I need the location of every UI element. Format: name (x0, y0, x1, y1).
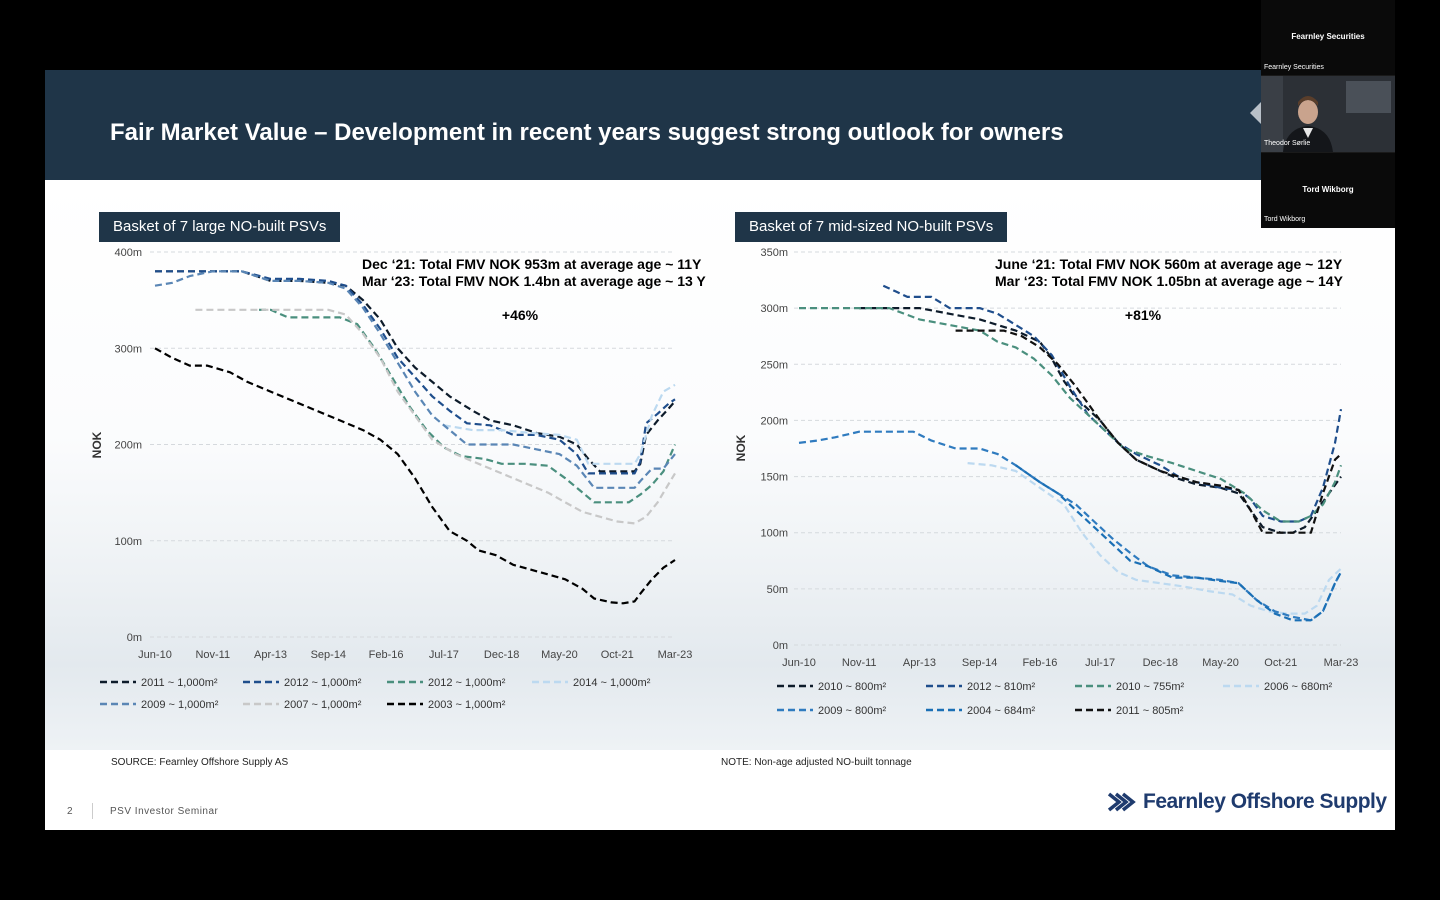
chart-annotation: Dec ‘21: Total FMV NOK 953m at average a… (362, 256, 702, 272)
series-line (859, 307, 1342, 534)
y-axis-title: NOK (734, 434, 748, 461)
participant-name-label: Theodor Sørlie (1264, 140, 1311, 147)
series-line (443, 383, 676, 465)
participant-name-label: Fearnley Securities (1264, 64, 1324, 71)
chart-annotation: June ‘21: Total FMV NOK 560m at average … (995, 256, 1343, 272)
x-tick-label: May-20 (1202, 657, 1239, 669)
x-tick-label: Jun-10 (782, 657, 816, 669)
series-line (195, 308, 676, 525)
x-tick-label: Feb-16 (369, 649, 404, 661)
chart-annotation: +46% (502, 307, 539, 323)
series-line (799, 307, 1343, 523)
y-tick-label: 100m (114, 536, 142, 548)
participant-tile[interactable]: Tord Wikborg Tord Wikborg (1261, 153, 1395, 228)
series-line (154, 347, 676, 605)
x-tick-label: Mar-23 (1324, 657, 1359, 669)
y-tick-label: 200m (114, 440, 142, 452)
brand-logo: Fearnley Offshore Supply (1107, 790, 1387, 814)
series-line (155, 270, 676, 475)
legend-label: 2009 ~ 800m² (818, 705, 887, 717)
series-line (1015, 464, 1342, 622)
panel-title-large: Basket of 7 large NO-built PSVs (99, 212, 341, 242)
legend-label: 2012 ~ 1,000m² (428, 677, 506, 689)
x-tick-label: Apr-13 (254, 649, 287, 661)
y-tick-label: 150m (760, 472, 788, 484)
series-line (154, 270, 676, 489)
legend-label: 2004 ~ 684m² (967, 705, 1036, 717)
footer-source: SOURCE: Fearnley Offshore Supply AS (111, 757, 289, 768)
y-tick-label: 200m (760, 415, 788, 427)
y-axis-title: NOK (90, 431, 104, 458)
camera-feed-image (1261, 76, 1395, 152)
y-tick-label: 300m (114, 343, 142, 355)
series-line (967, 462, 1342, 615)
slide-title: Fair Market Value – Development in recen… (110, 119, 1064, 146)
footer-divider (92, 803, 93, 819)
slide-header: Fair Market Value – Development in recen… (45, 70, 1395, 180)
y-tick-label: 0m (773, 640, 788, 652)
legend-label: 2006 ~ 680m² (1264, 681, 1333, 693)
participant-tile[interactable]: Fearnley Securities Fearnley Securities (1261, 0, 1395, 75)
chart-mid-psvs: 0m 50m 100m 150m 200m 250m 300m 350m Jun-10 Nov-1… (734, 247, 1359, 717)
legend-label: 2012 ~ 810m² (967, 681, 1036, 693)
participant-name-center: Tord Wikborg (1302, 185, 1354, 194)
participant-name-center: Fearnley Securities (1291, 32, 1365, 41)
chart-annotation: Mar ‘23: Total FMV NOK 1.05bn at average… (995, 273, 1344, 289)
x-tick-label: Mar-23 (658, 649, 693, 661)
x-tick-label: May-20 (541, 649, 578, 661)
y-tick-label: 250m (760, 359, 788, 371)
page-number: 2 (67, 806, 73, 817)
legend-label: 2007 ~ 1,000m² (284, 699, 362, 711)
slide-background (45, 180, 1395, 750)
collapse-panel-icon[interactable] (1250, 102, 1261, 124)
series-line (955, 329, 1342, 534)
y-tick-label: 400m (114, 247, 142, 259)
y-tick-label: 50m (767, 584, 788, 596)
brand-mark-icon (1107, 792, 1136, 812)
participant-video[interactable]: Theodor Sørlie (1261, 76, 1395, 152)
series-line (259, 308, 677, 504)
chart-annotation: Mar ‘23: Total FMV NOK 1.4bn at average … (362, 273, 706, 289)
series-line (882, 284, 1343, 523)
x-tick-label: Jun-10 (138, 649, 172, 661)
slide: Fair Market Value – Development in recen… (45, 70, 1395, 830)
x-tick-label: Sep-14 (311, 649, 346, 661)
x-tick-label: Oct-21 (601, 649, 634, 661)
video-participants-panel: Fearnley Securities Fearnley Securities … (1261, 0, 1395, 228)
x-tick-label: Feb-16 (1022, 657, 1057, 669)
legend-label: 2014 ~ 1,000m² (573, 677, 651, 689)
x-tick-label: Dec-18 (1143, 657, 1178, 669)
series-line (798, 430, 1342, 622)
x-tick-label: Oct-21 (1264, 657, 1297, 669)
y-tick-label: 300m (760, 303, 788, 315)
seminar-label: PSV Investor Seminar (110, 806, 219, 817)
legend-label: 2009 ~ 1,000m² (141, 699, 219, 711)
footer-note: NOTE: Non-age adjusted NO-built tonnage (721, 757, 912, 768)
x-tick-label: Dec-18 (484, 649, 519, 661)
panel-title-mid: Basket of 7 mid-sized NO-built PSVs (735, 212, 1008, 242)
y-tick-label: 350m (760, 247, 788, 259)
x-tick-label: Apr-13 (903, 657, 936, 669)
y-tick-label: 0m (127, 632, 142, 644)
legend-label: 2011 ~ 1,000m² (141, 677, 218, 689)
x-tick-label: Sep-14 (962, 657, 997, 669)
x-tick-label: Nov-11 (195, 649, 230, 661)
x-tick-label: Jul-17 (429, 649, 459, 661)
x-tick-label: Nov-11 (842, 657, 877, 669)
legend-label: 2011 ~ 805m² (1116, 705, 1184, 717)
legend-label: 2010 ~ 755m² (1116, 681, 1185, 693)
x-tick-label: Jul-17 (1085, 657, 1115, 669)
legend-label: 2010 ~ 800m² (818, 681, 887, 693)
chart-large-psvs: 0m 100m 200m 300m 400m Jun-10 Nov-11 Apr-13 Sep-… (90, 247, 706, 711)
participant-name-label: Tord Wikborg (1264, 216, 1306, 223)
brand-name: Fearnley Offshore Supply (1143, 790, 1387, 813)
chart-annotation: +81% (1125, 307, 1162, 323)
legend-label: 2012 ~ 1,000m² (284, 677, 362, 689)
y-tick-label: 100m (760, 528, 788, 540)
legend-label: 2003 ~ 1,000m² (428, 699, 506, 711)
